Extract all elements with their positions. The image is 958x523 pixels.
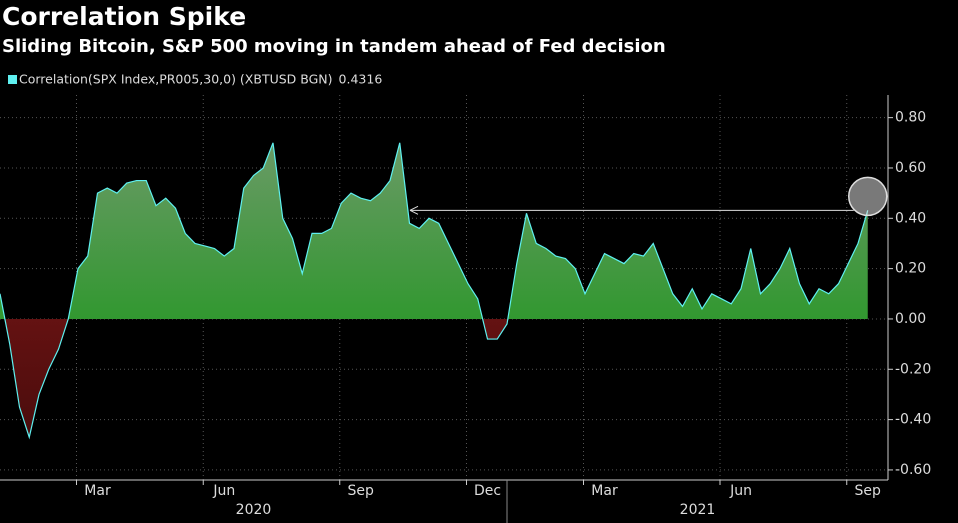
chart-title: Correlation Spike [2,2,246,31]
x-tick-label: Jun [212,483,235,499]
annotation-circle [848,176,888,217]
y-tick-label: 0.20 [895,261,926,277]
x-tick-label: Sep [348,483,375,499]
area-positive [0,142,868,319]
legend-swatch [8,75,17,84]
x-tick-label: Sep [855,483,882,499]
y-tick-label: -0.40 [895,412,931,428]
x-tick-label: Mar [84,483,111,499]
x-tick-label: Mar [591,483,618,499]
legend-value: 0.4316 [339,72,383,87]
annotation-arrowhead [409,205,419,215]
legend-label: Correlation(SPX Index,PR005,30,0) (XBTUS… [19,72,333,87]
x-tick-label: Dec [474,483,501,499]
line [0,142,869,440]
chart-subtitle: Sliding Bitcoin, S&P 500 moving in tande… [2,36,666,57]
x-tick-label: Jun [729,483,752,499]
area-negative [4,318,508,438]
y-tick-label: -0.60 [895,462,931,478]
y-tick-label: 0.40 [895,210,926,226]
y-tick-label: 0.60 [895,160,926,176]
y-tick-label: -0.20 [895,361,931,377]
year-label: 2020 [236,502,272,518]
year-label: 2021 [680,502,716,518]
y-tick-label: 0.00 [895,311,926,327]
y-tick-label: 0.80 [895,110,926,126]
